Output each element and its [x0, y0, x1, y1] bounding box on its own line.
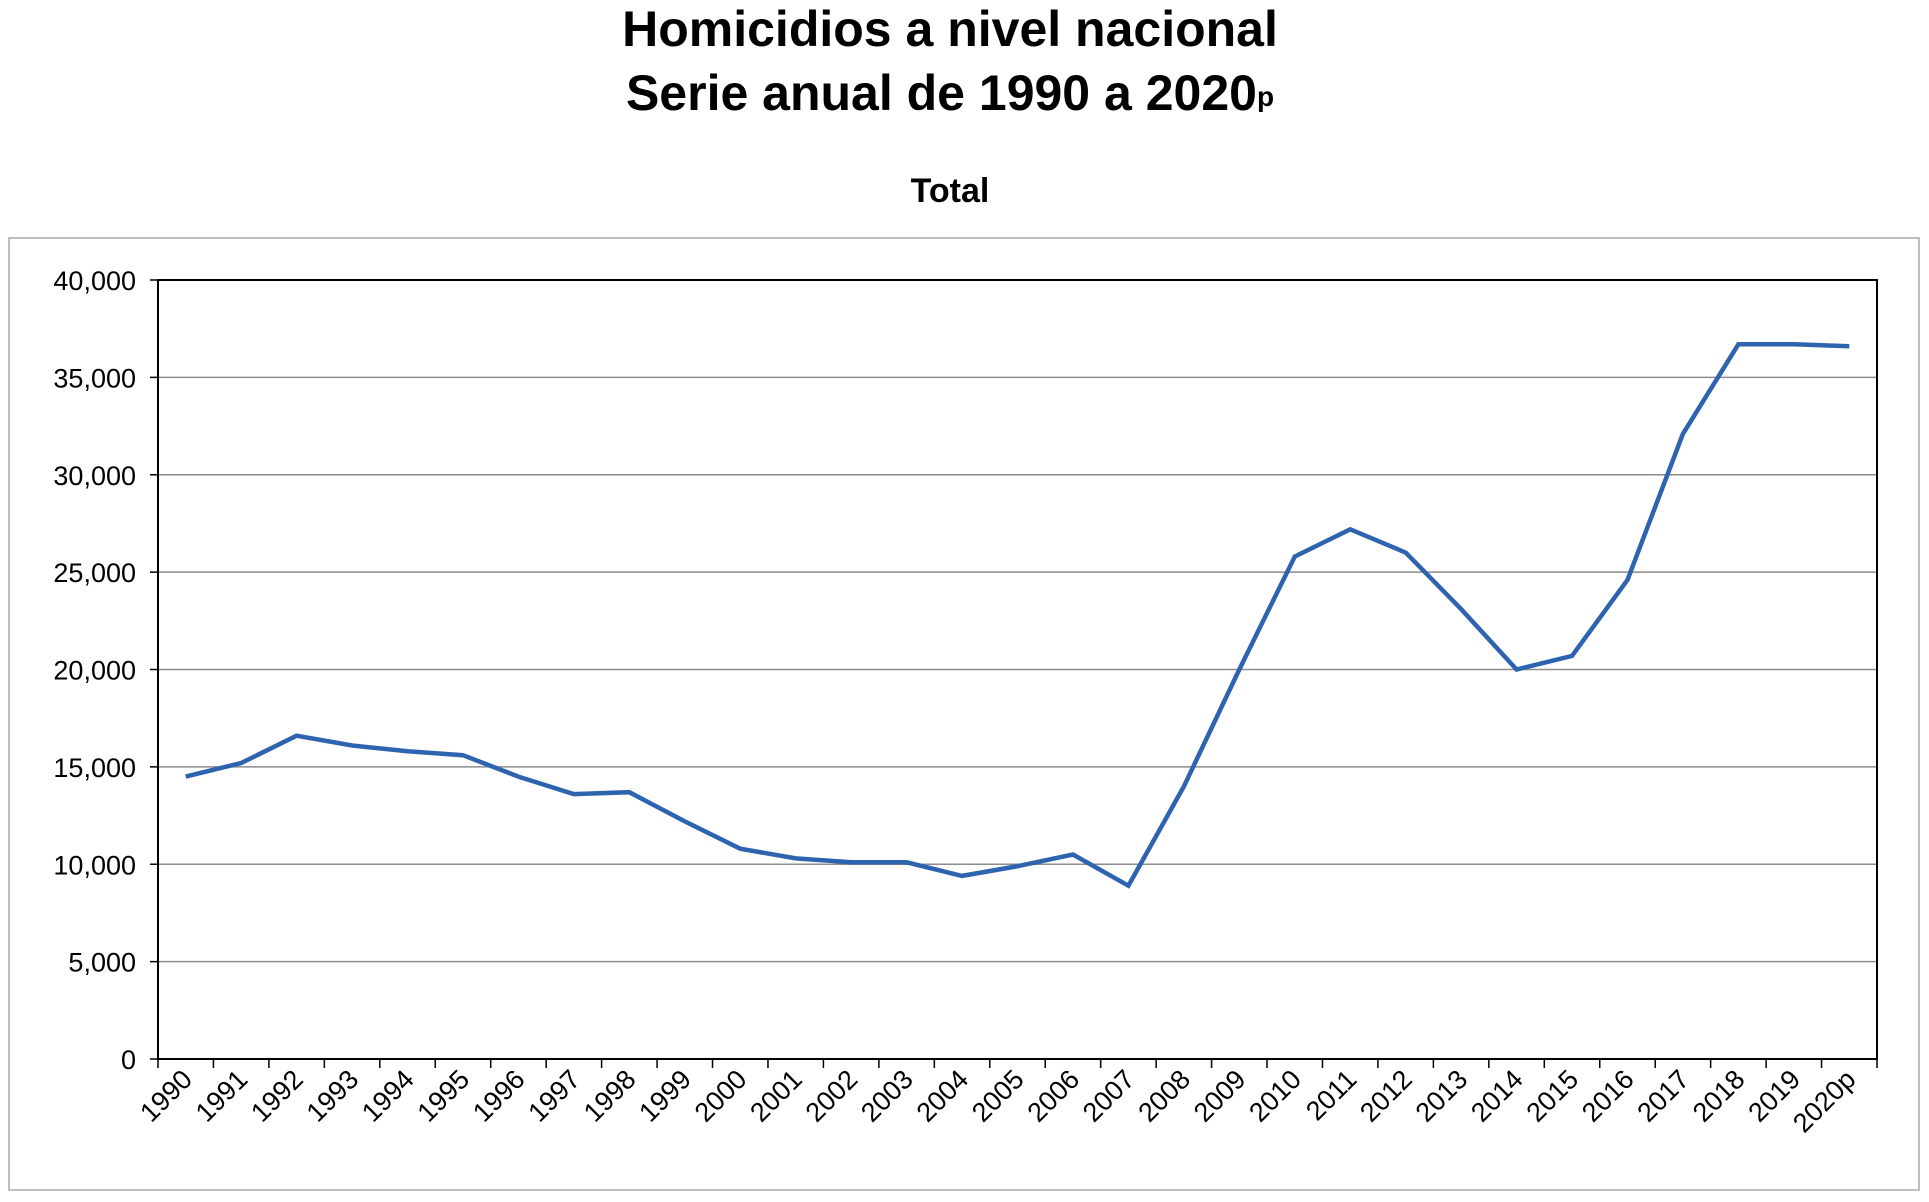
- y-tick-label: 40,000: [53, 266, 136, 296]
- x-tick-label: 2005: [966, 1064, 1030, 1128]
- y-tick-label: 10,000: [53, 850, 136, 880]
- x-tick-label: 2001: [744, 1064, 808, 1128]
- y-tick-label: 25,000: [53, 558, 136, 588]
- x-tick-label: 2013: [1410, 1064, 1474, 1128]
- x-tick-label: 2004: [911, 1064, 975, 1128]
- chart-frame: [8, 237, 1920, 1191]
- x-tick-label: 2009: [1188, 1064, 1252, 1128]
- x-tick-label: 1994: [356, 1064, 420, 1128]
- x-tick-label: 1990: [134, 1064, 198, 1128]
- y-tick-label: 0: [121, 1045, 136, 1075]
- x-tick-label: 2000: [689, 1064, 753, 1128]
- x-tick-label: 1998: [578, 1064, 642, 1128]
- x-tick-label: 1993: [301, 1064, 365, 1128]
- x-tick-label: 2018: [1687, 1064, 1751, 1128]
- x-tick-label: 2003: [855, 1064, 919, 1128]
- x-tick-label: 2010: [1243, 1064, 1307, 1128]
- x-tick-label: 2017: [1631, 1064, 1695, 1128]
- x-tick-label: 1997: [522, 1064, 586, 1128]
- x-tick-label: 2014: [1465, 1064, 1529, 1128]
- y-tick-label: 15,000: [53, 753, 136, 783]
- x-tick-label: 2012: [1354, 1064, 1418, 1128]
- y-tick-label: 5,000: [68, 948, 136, 978]
- x-tick-label: 2016: [1576, 1064, 1640, 1128]
- series-line: [185, 342, 1850, 889]
- x-tick-label: 1992: [245, 1064, 309, 1128]
- x-tick-label: 2015: [1521, 1064, 1585, 1128]
- y-tick-label: 30,000: [53, 461, 136, 491]
- x-tick-label: 2006: [1021, 1064, 1085, 1128]
- x-tick-label: 1999: [633, 1064, 697, 1128]
- x-tick-label: 1995: [412, 1064, 476, 1128]
- x-tick-label: 2008: [1132, 1064, 1196, 1128]
- plot-title: Total: [910, 172, 990, 210]
- chart-subtitle: Serie anual de 1990 a 2020p: [0, 62, 1900, 124]
- chart-subtitle-superscript: p: [1256, 81, 1275, 112]
- x-tick-label: 1991: [190, 1064, 254, 1128]
- x-tick-label: 2007: [1077, 1064, 1141, 1128]
- chart-title: Homicidios a nivel nacional: [622, 1, 1278, 57]
- y-tick-label: 20,000: [53, 656, 136, 686]
- x-tick-label: 1996: [467, 1064, 531, 1128]
- chart-subtitle-text: Serie anual de 1990 a 2020: [625, 65, 1257, 121]
- x-tick-label: 2011: [1300, 1064, 1362, 1126]
- x-tick-label: 2002: [800, 1064, 864, 1128]
- plot-area-border: [157, 279, 1878, 1060]
- y-tick-label: 35,000: [53, 363, 136, 393]
- x-tick-label: 2020p: [1787, 1064, 1861, 1138]
